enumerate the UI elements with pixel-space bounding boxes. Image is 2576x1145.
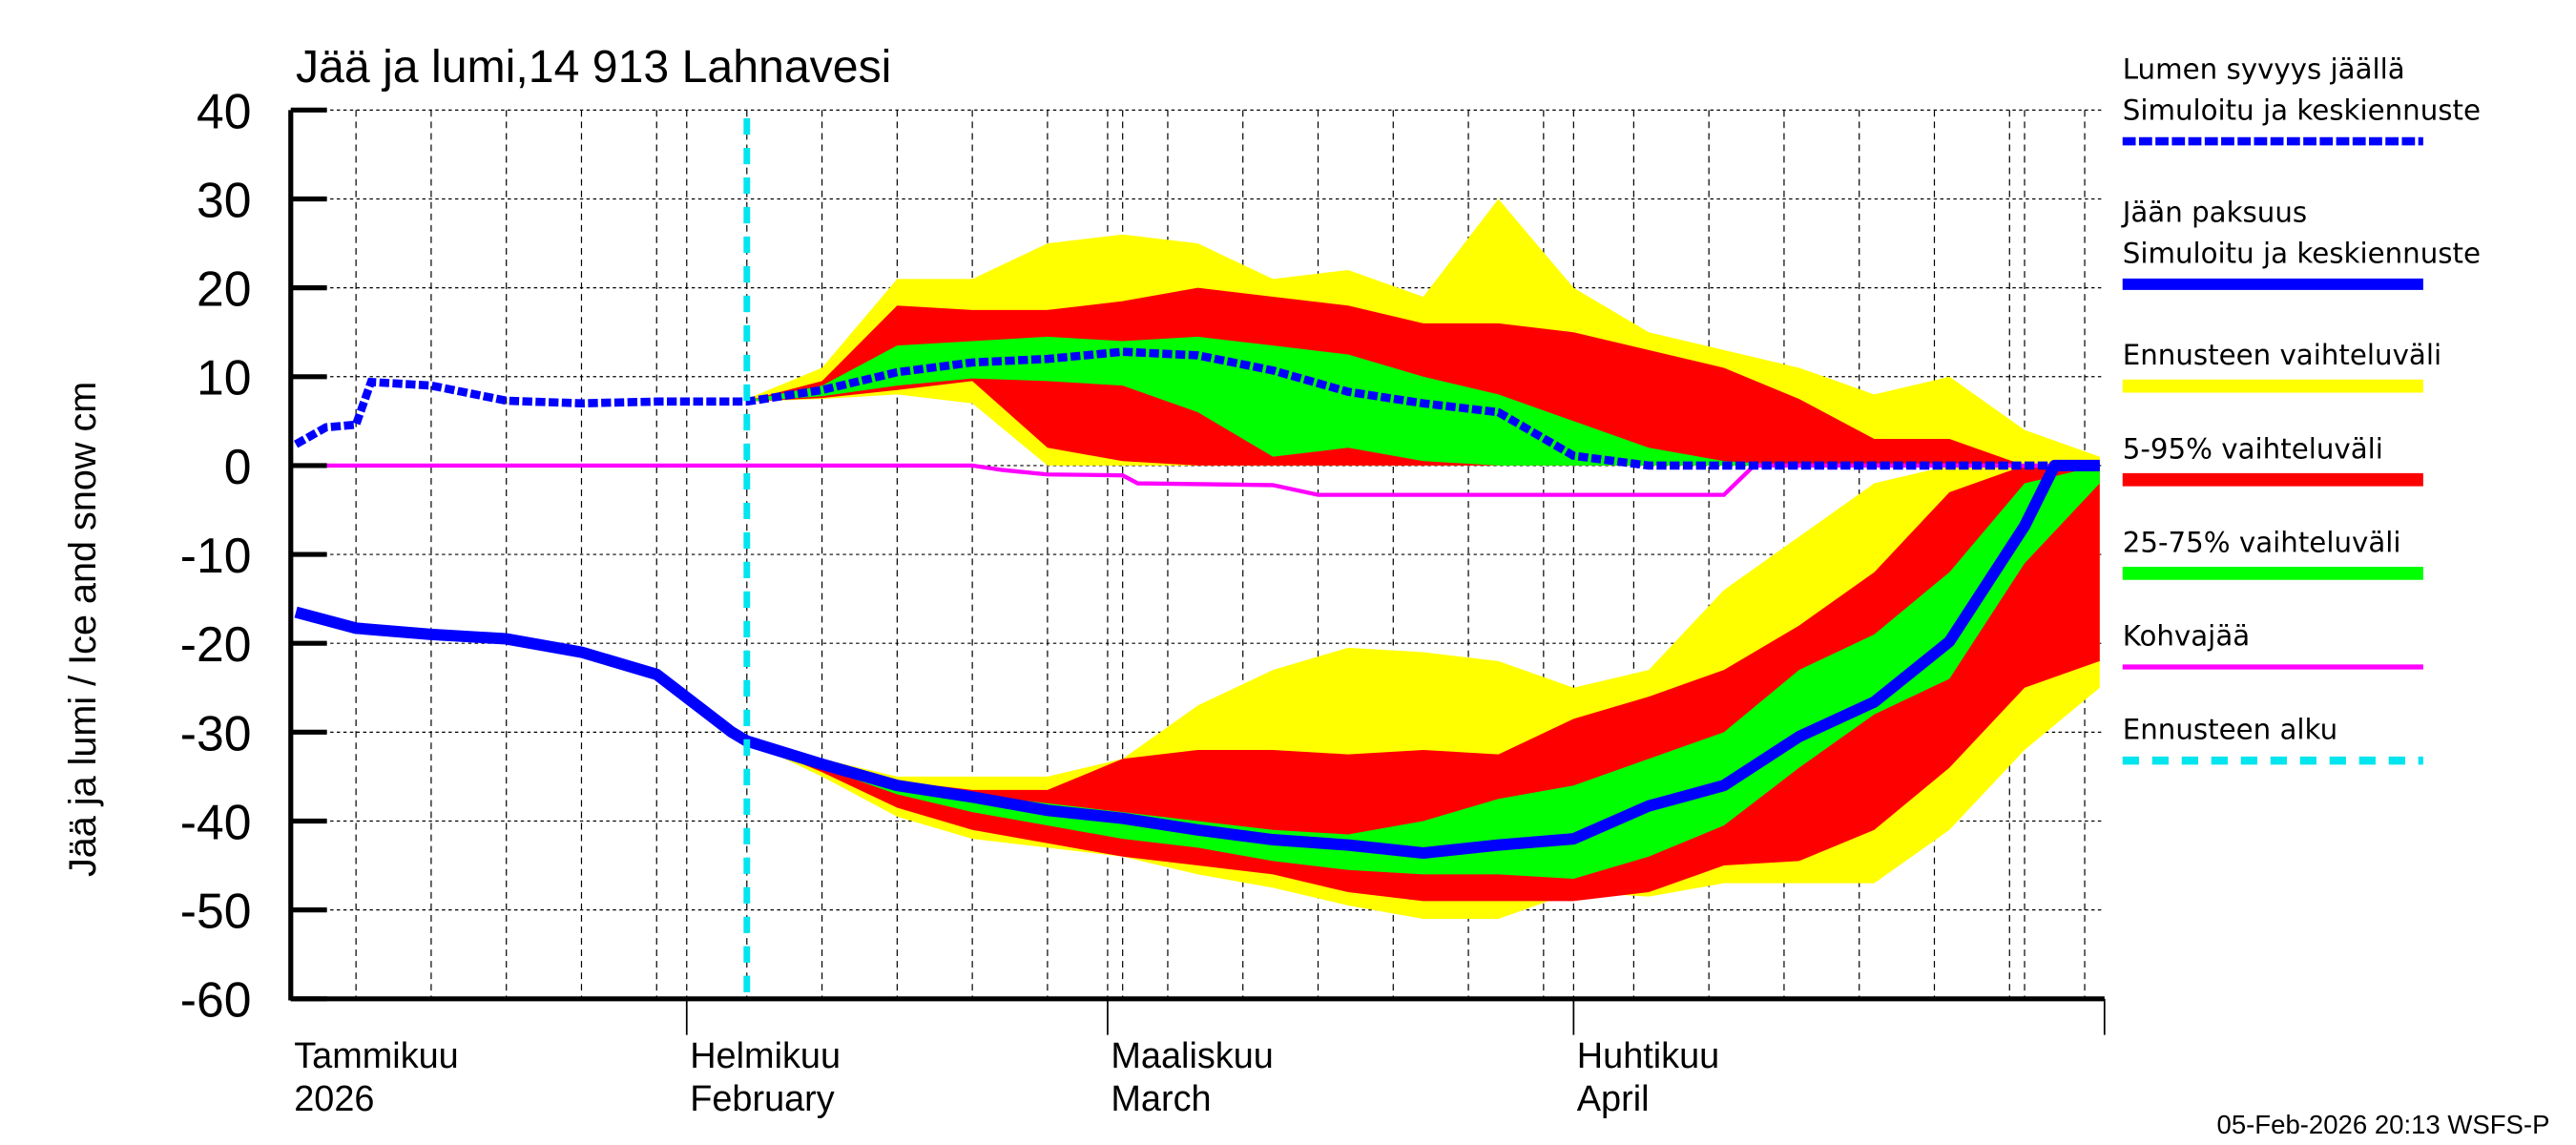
y-tick-label: -20 bbox=[180, 616, 252, 672]
legend-label: Lumen syvyys jäällä bbox=[2123, 53, 2405, 86]
month-label-sub: April bbox=[1577, 1079, 1650, 1119]
legend-label: Jään paksuus bbox=[2121, 196, 2307, 228]
ice-band-green bbox=[746, 465, 2100, 880]
month-label-sub: March bbox=[1111, 1079, 1211, 1119]
legend-label: 5-95% vaihteluväli bbox=[2123, 432, 2383, 465]
y-tick-label: 20 bbox=[197, 261, 251, 317]
y-tick-label: 0 bbox=[224, 439, 252, 494]
legend-label: Simuloitu ja keskiennuste bbox=[2123, 237, 2481, 269]
month-label: Maaliskuu bbox=[1111, 1036, 1273, 1076]
y-tick-label: -10 bbox=[180, 528, 252, 583]
chart-title: Jää ja lumi,14 913 Lahnavesi bbox=[296, 41, 891, 93]
legend-label: 25-75% vaihteluväli bbox=[2123, 526, 2401, 558]
y-tick-label: 40 bbox=[197, 83, 251, 138]
legend-label: Simuloitu ja keskiennuste bbox=[2123, 94, 2481, 127]
month-label: Tammikuu bbox=[294, 1036, 459, 1076]
y-tick-label: 30 bbox=[197, 172, 251, 227]
legend-label: Ennusteen alku bbox=[2123, 714, 2337, 746]
month-label-sub: February bbox=[690, 1079, 835, 1119]
month-label-sub: 2026 bbox=[294, 1079, 374, 1119]
kohvajaa-line bbox=[296, 463, 2100, 497]
y-tick-label: -50 bbox=[180, 884, 252, 939]
legend-label: Kohvajää bbox=[2123, 620, 2250, 653]
y-tick-label: 10 bbox=[197, 350, 251, 406]
y-tick-label: -60 bbox=[180, 972, 252, 1028]
y-axis-label: Jää ja lumi / Ice and snow cm bbox=[62, 382, 104, 877]
snow-depth-line bbox=[294, 347, 2100, 470]
ice-thickness-line bbox=[294, 459, 2100, 860]
y-tick-label: -40 bbox=[180, 794, 252, 849]
month-label: Helmikuu bbox=[690, 1036, 841, 1076]
legend-label: Ennusteen vaihteluväli bbox=[2123, 339, 2441, 371]
y-tick-label: -30 bbox=[180, 705, 252, 760]
footer-timestamp: 05-Feb-2026 20:13 WSFS-P bbox=[2217, 1110, 2550, 1139]
month-label: Huhtikuu bbox=[1577, 1036, 1719, 1076]
